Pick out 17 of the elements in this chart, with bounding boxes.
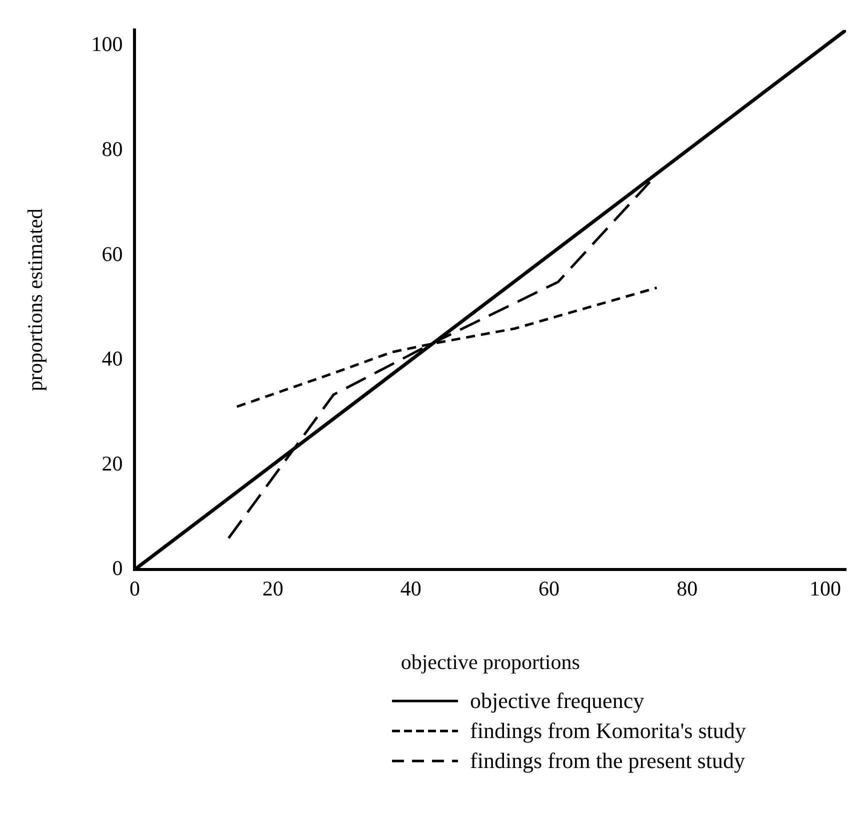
x-tick-label: 20 [262,576,284,601]
x-tick-label: 0 [129,576,140,601]
y-tick-label: 80 [102,137,123,162]
y-tick-label: 0 [112,556,123,580]
y-axis-title: proportions estimated [23,208,48,392]
legend-label: findings from the present study [470,748,745,774]
x-axis-title: objective proportions [400,650,580,674]
y-tick-label: 100 [91,32,123,56]
y-tick-label: 60 [102,242,123,266]
x-tick-label: 80 [676,576,698,601]
y-tick-label: 20 [102,451,123,476]
legend-label: findings from Komorita's study [470,718,746,744]
x-tick-label: 40 [400,576,422,601]
x-tick-label: 100 [810,576,842,601]
x-tick-label: 60 [538,576,560,601]
y-tick-label: 40 [102,346,123,371]
legend-label: objective frequency [470,688,644,714]
